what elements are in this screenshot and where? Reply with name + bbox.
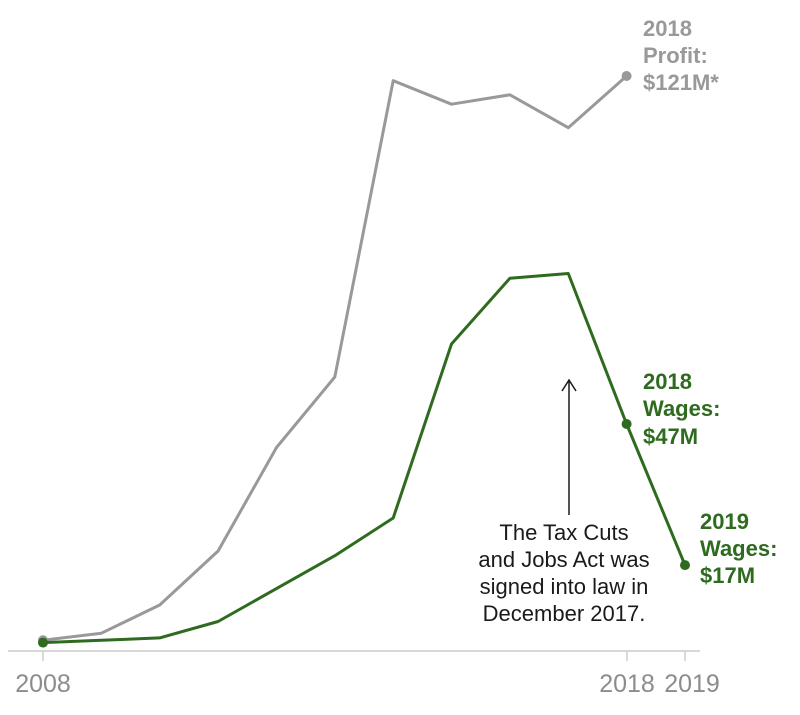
profit-label-name: Profit: [643, 43, 708, 68]
wages-2019-value: $17M [700, 563, 755, 588]
profit-point-end [621, 71, 632, 81]
wages-2019-label: 2019 Wages: $17M [700, 509, 777, 588]
profit-series-line [42, 74, 628, 642]
x-tick-label-2008: 2008 [15, 670, 71, 698]
x-tick-label-2019: 2019 [664, 670, 720, 698]
wages-2019-year: 2019 [700, 509, 749, 534]
annotation-line-3: signed into law in [480, 574, 649, 599]
annotation-line-4: December 2017. [483, 601, 646, 626]
wages-point-2018 [621, 419, 632, 429]
profit-label-value: $121M* [643, 70, 719, 95]
wages-2018-name: Wages: [643, 396, 720, 421]
annotation-arrow-head [561, 378, 577, 392]
wages-2018-value: $47M [643, 424, 698, 449]
x-tick-label-2018: 2018 [599, 670, 655, 698]
wages-point-start [38, 637, 48, 648]
wages-2018-label: 2018 Wages: $47M [643, 369, 720, 449]
annotation-line-2: and Jobs Act was [478, 547, 649, 572]
series-lines [38, 71, 690, 648]
tax-act-annotation: The Tax Cuts and Jobs Act was signed int… [478, 378, 650, 626]
wages-series-line [42, 272, 687, 645]
profit-label-year: 2018 [643, 16, 692, 41]
profit-end-label: 2018 Profit: $121M* [643, 16, 719, 95]
wages-2019-name: Wages: [700, 536, 777, 561]
wages-point-2019 [680, 560, 690, 571]
annotation-line-1: The Tax Cuts [499, 520, 628, 545]
wages-2018-year: 2018 [643, 369, 692, 394]
